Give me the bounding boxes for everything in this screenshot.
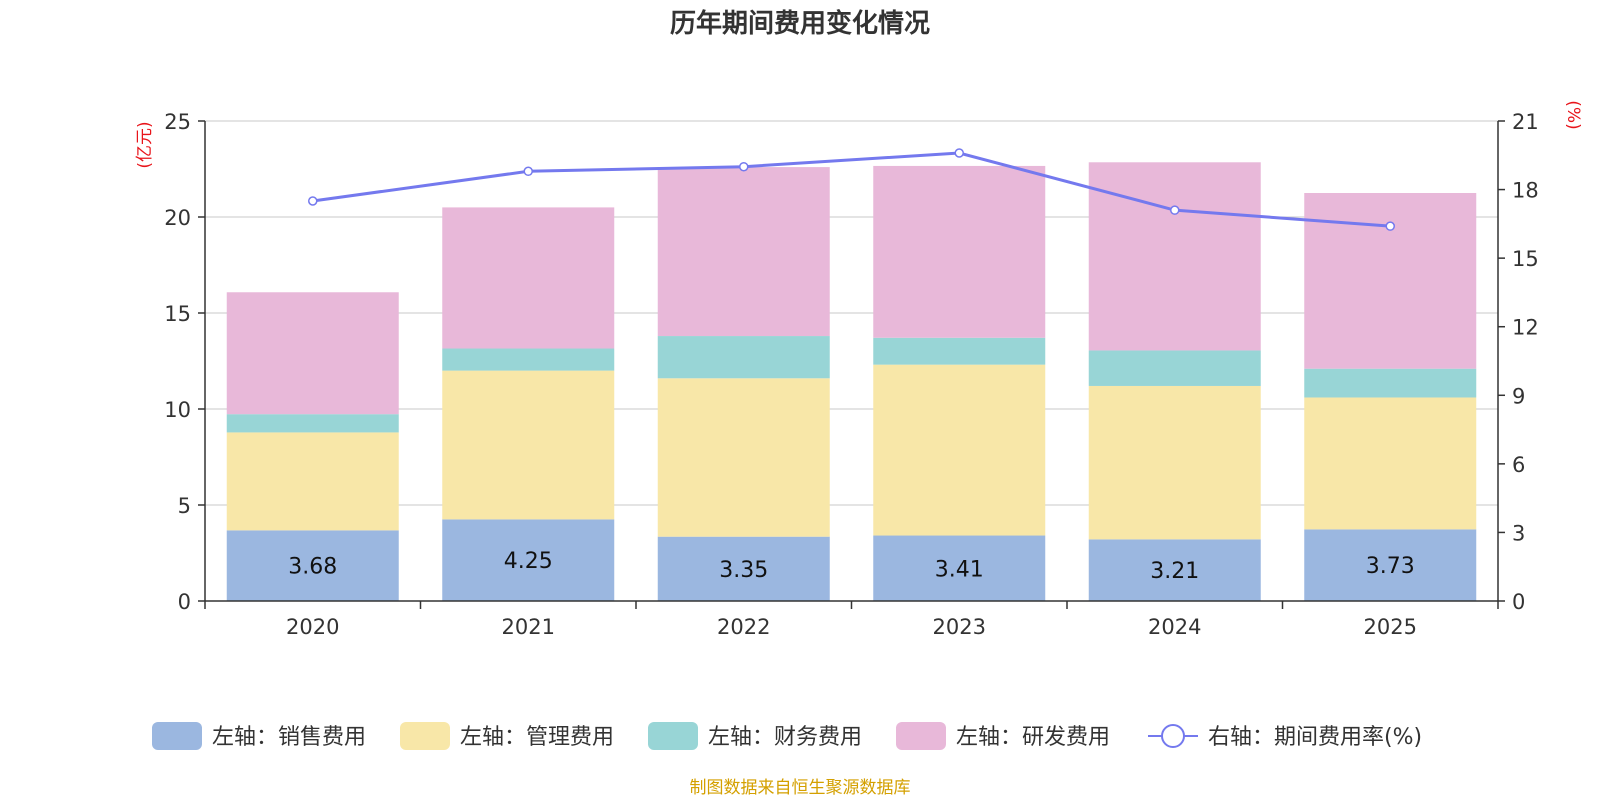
line-point-2020: [308, 196, 318, 206]
bar-2025-s0: [1304, 529, 1477, 601]
line-point-2023: [954, 148, 964, 158]
bar-2020-s1: [226, 432, 399, 531]
bar-2024-s3: [1088, 162, 1261, 351]
right-tick-label: 0: [1512, 590, 1525, 614]
line-point-2025: [1385, 221, 1395, 231]
data-label: 3.41: [935, 557, 984, 582]
line-point-2024: [1170, 205, 1180, 215]
legend-swatch: [896, 722, 946, 750]
x-tick-label: 2020: [286, 615, 339, 639]
legend: 左轴：销售费用 左轴：管理费用 左轴：财务费用 左轴：研发费用 右轴：期间费用率(%): [152, 722, 1422, 750]
bar-2023-s1: [873, 364, 1046, 536]
bar-2025-s2: [1304, 368, 1477, 398]
x-tick-label: 2021: [502, 615, 555, 639]
left-tick-label: 0: [178, 590, 191, 614]
data-label: 4.25: [504, 549, 553, 574]
bar-2024-s2: [1088, 350, 1261, 386]
grid: [205, 120, 1498, 506]
legend-label: 右轴：期间费用率(%): [1208, 725, 1422, 750]
bar-2021-s3: [442, 207, 615, 349]
bar-2021-s1: [442, 370, 615, 520]
right-tick-label: 21: [1512, 110, 1539, 134]
bar-2020-s0: [226, 530, 399, 601]
right-tick-label: 18: [1512, 179, 1539, 203]
chart-title: 历年期间费用变化情况: [670, 8, 930, 39]
left-tick-label: 5: [178, 494, 191, 518]
bar-2020-s3: [226, 292, 399, 415]
right-tick-label: 12: [1512, 316, 1539, 340]
data-label: 3.73: [1366, 554, 1415, 579]
legend-label: 左轴：研发费用: [956, 725, 1110, 750]
data-label: 3.21: [1150, 559, 1199, 584]
bar-2023-s3: [873, 165, 1046, 338]
legend-label: 左轴：销售费用: [212, 725, 366, 750]
x-tick-label: 2024: [1148, 615, 1201, 639]
right-axis-unit: (%): [1563, 100, 1583, 129]
line-point-2021: [523, 166, 533, 177]
right-tick-label: 15: [1512, 247, 1539, 271]
bar-2020-s2: [226, 414, 399, 433]
legend-label: 左轴：财务费用: [708, 725, 862, 750]
data-label: 3.35: [719, 558, 768, 583]
legend-swatch: [152, 722, 202, 750]
bar-2022-s1: [657, 378, 830, 537]
bar-2025-s3: [1304, 193, 1477, 369]
line-layer: [308, 148, 1395, 231]
left-tick-label: 20: [164, 206, 191, 230]
line-series-0: [312, 151, 1391, 228]
bars: [226, 162, 1477, 601]
x-tick-label: 2022: [717, 615, 770, 639]
bar-2022-s2: [657, 336, 830, 379]
bar-2024-s1: [1088, 385, 1261, 540]
bar-labels: 3.68 4.25 3.35 3.41 3.21 3.73: [288, 549, 1414, 584]
bar-2023-s2: [873, 337, 1046, 365]
right-tick-label: 6: [1512, 453, 1525, 477]
bar-2021-s2: [442, 348, 615, 371]
bar-2023-s0: [873, 535, 1046, 601]
bar-2022-s0: [657, 536, 830, 601]
right-tick-label: 9: [1512, 384, 1525, 408]
data-label: 3.68: [288, 555, 337, 580]
bar-2021-s0: [442, 519, 615, 601]
source-note: 制图数据来自恒生聚源数据库: [690, 778, 911, 798]
x-tick-label: 2025: [1364, 615, 1417, 639]
x-tick-label: 2023: [933, 615, 986, 639]
left-tick-label: 10: [164, 398, 191, 422]
left-tick-label: 25: [164, 110, 191, 134]
legend-swatch: [648, 722, 698, 750]
bar-2025-s1: [1304, 397, 1477, 530]
legend-label: 左轴：管理费用: [460, 725, 614, 750]
legend-swatch: [400, 722, 450, 750]
bar-2022-s3: [657, 167, 830, 337]
line-point-2022: [739, 161, 749, 172]
left-axis-unit: (亿元): [135, 121, 155, 168]
bar-2024-s0: [1088, 539, 1261, 601]
right-tick-label: 3: [1512, 521, 1525, 545]
legend-marker: [1161, 724, 1185, 748]
left-tick-label: 15: [164, 302, 191, 326]
